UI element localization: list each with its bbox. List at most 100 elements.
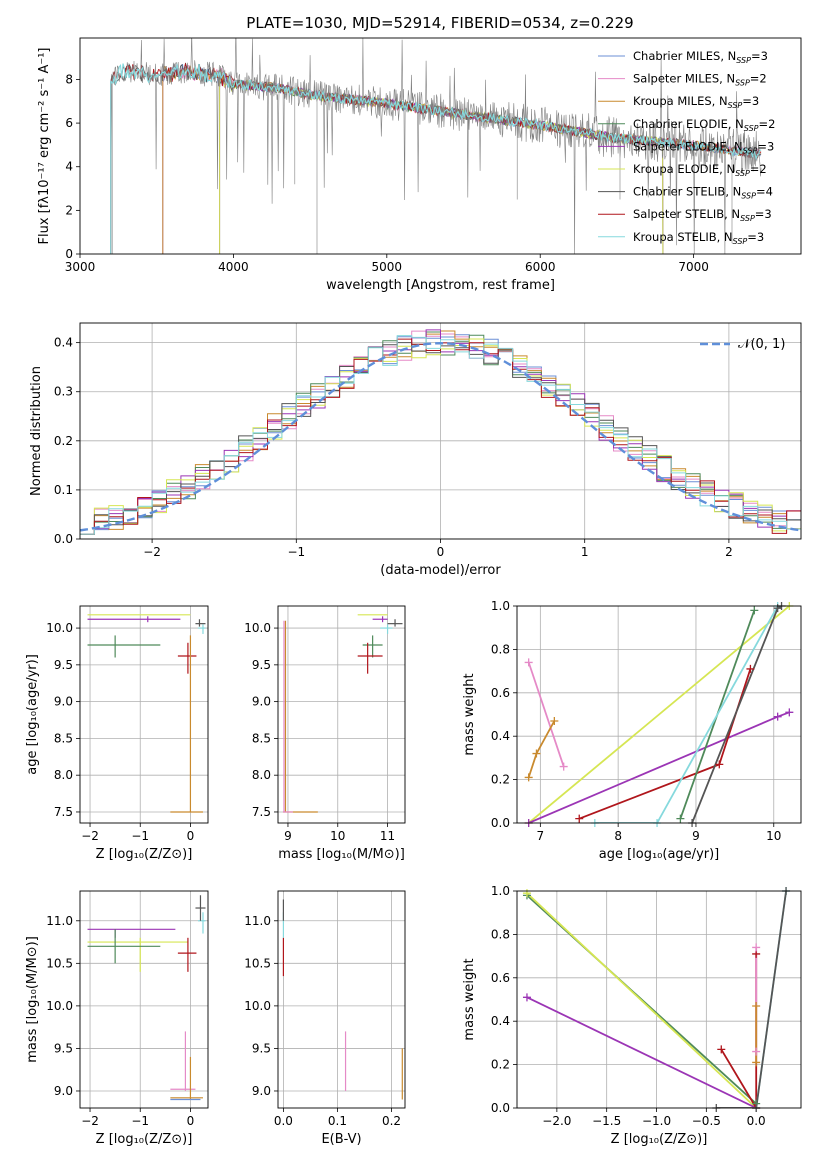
- y-tick-label: 4: [65, 160, 73, 174]
- x-tick-label: 0: [437, 545, 445, 559]
- x-tick-label: 10: [330, 829, 345, 843]
- x-axis-label: Z [log₁₀(Z/Z⊙)]: [611, 1132, 708, 1147]
- x-tick-label: 9: [284, 829, 292, 843]
- panel-residuals: −2 −1 0 1 2 0.0 0.1 0.2 0.3 0.4 (data-model)/error…: [29, 322, 802, 578]
- x-tick-label: −1.5: [592, 1114, 621, 1128]
- axes-frame: [516, 605, 802, 824]
- series-point: [785, 708, 794, 717]
- series-point: [522, 993, 531, 1002]
- x-tick-label: −1: [287, 545, 305, 559]
- y-tick-label: 8.0: [54, 768, 73, 782]
- y-tick-label: 0.4: [491, 729, 510, 743]
- y-tick-label: 10.0: [244, 621, 271, 635]
- x-tick-label: 0: [187, 829, 195, 843]
- legend-entry: Kroupa MILES, NSSP=3: [633, 94, 759, 110]
- y-tick-label: 1.0: [491, 599, 510, 613]
- plot-area-age-vs-Z: [80, 606, 208, 823]
- data-spectrum-line: [110, 38, 762, 254]
- panel-massweight-vs-Z: −2.0 −1.5 −1.0 −0.5 0.0 0.0 0.2 0.4 0.6 0.8 1.0 Z […: [462, 884, 802, 1147]
- y-axis-label: Flux [fλ10⁻¹⁷ erg cm⁻² s⁻¹ A⁻¹]: [37, 48, 52, 245]
- plot-area-massweight-vs-age: [517, 606, 801, 823]
- x-tick-label: −1: [131, 1114, 149, 1128]
- y-tick-label: 9.5: [252, 1041, 271, 1055]
- panel-mass-vs-Z: −2 −1 0 9.0 9.5 10.0 10.5 11.0 Z [log₁₀(Z/Z⊙)] ma…: [25, 890, 209, 1147]
- x-tick-label: −2.0: [542, 1114, 571, 1128]
- x-tick-label: 7000: [678, 260, 709, 274]
- x-tick-label: 0: [187, 1114, 195, 1128]
- plot-area-age-vs-mass: [278, 606, 405, 823]
- x-tick-label: −2: [143, 545, 161, 559]
- y-tick-label: 8: [65, 72, 73, 86]
- series-point: [717, 1045, 726, 1054]
- y-tick-label: 9.5: [54, 1041, 73, 1055]
- y-tick-label: 2: [65, 203, 73, 217]
- plot-area-residuals: [80, 323, 801, 539]
- series-point: [522, 889, 531, 898]
- x-axis-label: age [log₁₀(age/yr)]: [599, 847, 720, 862]
- x-tick-label: 0.0: [747, 1114, 766, 1128]
- x-axis-label: (data-model)/error: [380, 563, 501, 578]
- y-tick-label: 7.5: [54, 805, 73, 819]
- y-tick-label: 10.0: [46, 621, 73, 635]
- x-tick-label: 4000: [218, 260, 249, 274]
- x-axis-label: mass [log₁₀(M/M⊙)]: [278, 847, 405, 862]
- series-line: [526, 892, 757, 1108]
- y-tick-label: 0.2: [491, 1058, 510, 1072]
- gaussian-curve: [80, 341, 801, 532]
- y-tick-label: 8.0: [252, 768, 271, 782]
- x-tick-label: −1.0: [642, 1114, 671, 1128]
- axes-frame: [277, 605, 406, 824]
- y-tick-label: 0.3: [54, 385, 73, 399]
- panel-spectrum: 3000 4000 5000 6000 7000 0 2 4 6 8 wavelength [Ang…: [37, 37, 802, 293]
- x-tick-label: 2: [725, 545, 733, 559]
- y-tick-label: 0.1: [54, 483, 73, 497]
- histogram-step: [80, 335, 801, 539]
- legend-entry: Salpeter ELODIE, NSSP=3: [633, 139, 774, 155]
- panel-mass-vs-EBV: 0.0 0.1 0.2 9.0 9.5 10.0 10.5 11.0 E(B-V): [244, 890, 406, 1147]
- y-tick-label: 9.5: [54, 658, 73, 672]
- x-tick-label: 10: [766, 829, 781, 843]
- figure-title: PLATE=1030, MJD=52914, FIBERID=0534, z=0…: [246, 14, 633, 32]
- series-point: [524, 773, 533, 782]
- axes-frame: [516, 890, 802, 1109]
- series-point: [773, 712, 782, 721]
- y-tick-label: 9.5: [252, 658, 271, 672]
- y-tick-label: 0.6: [491, 971, 510, 985]
- y-tick-label: 0.8: [491, 642, 510, 656]
- x-tick-label: −2: [81, 1114, 99, 1128]
- series-point: [676, 814, 685, 823]
- series-point: [752, 1002, 761, 1011]
- axes-frame: [79, 37, 802, 255]
- series-point: [752, 943, 761, 952]
- series-point: [715, 760, 724, 769]
- series-point: [746, 664, 755, 673]
- series-point: [575, 814, 584, 823]
- y-tick-label: 0.6: [491, 686, 510, 700]
- x-tick-label: 0.1: [328, 1114, 347, 1128]
- y-tick-label: 0: [65, 247, 73, 261]
- y-tick-label: 0.2: [54, 434, 73, 448]
- series-point: [752, 1047, 761, 1056]
- y-tick-label: 0.4: [54, 336, 73, 350]
- legend-entry: Salpeter MILES, NSSP=2: [633, 72, 767, 88]
- series-line: [528, 606, 790, 823]
- x-tick-label: 6000: [525, 260, 556, 274]
- axes-frame: [277, 890, 406, 1109]
- y-tick-label: 8.5: [252, 731, 271, 745]
- x-tick-label: 9: [692, 829, 700, 843]
- y-tick-label: 0.2: [491, 773, 510, 787]
- y-tick-label: 0.0: [491, 1101, 510, 1115]
- legend-entry: Chabrier ELODIE, NSSP=2: [633, 117, 775, 133]
- series-point: [752, 1058, 761, 1067]
- histogram-step: [80, 338, 801, 539]
- plot-area-mass-vs-EBV: [278, 891, 405, 1108]
- y-tick-label: 11.0: [244, 914, 271, 928]
- axes-frame: [79, 890, 209, 1109]
- x-tick-label: 7: [537, 829, 545, 843]
- series-line: [526, 996, 757, 1108]
- y-tick-label: 9.0: [54, 1084, 73, 1098]
- plot-area-mass-vs-Z: [80, 891, 208, 1108]
- x-tick-label: 8: [614, 829, 622, 843]
